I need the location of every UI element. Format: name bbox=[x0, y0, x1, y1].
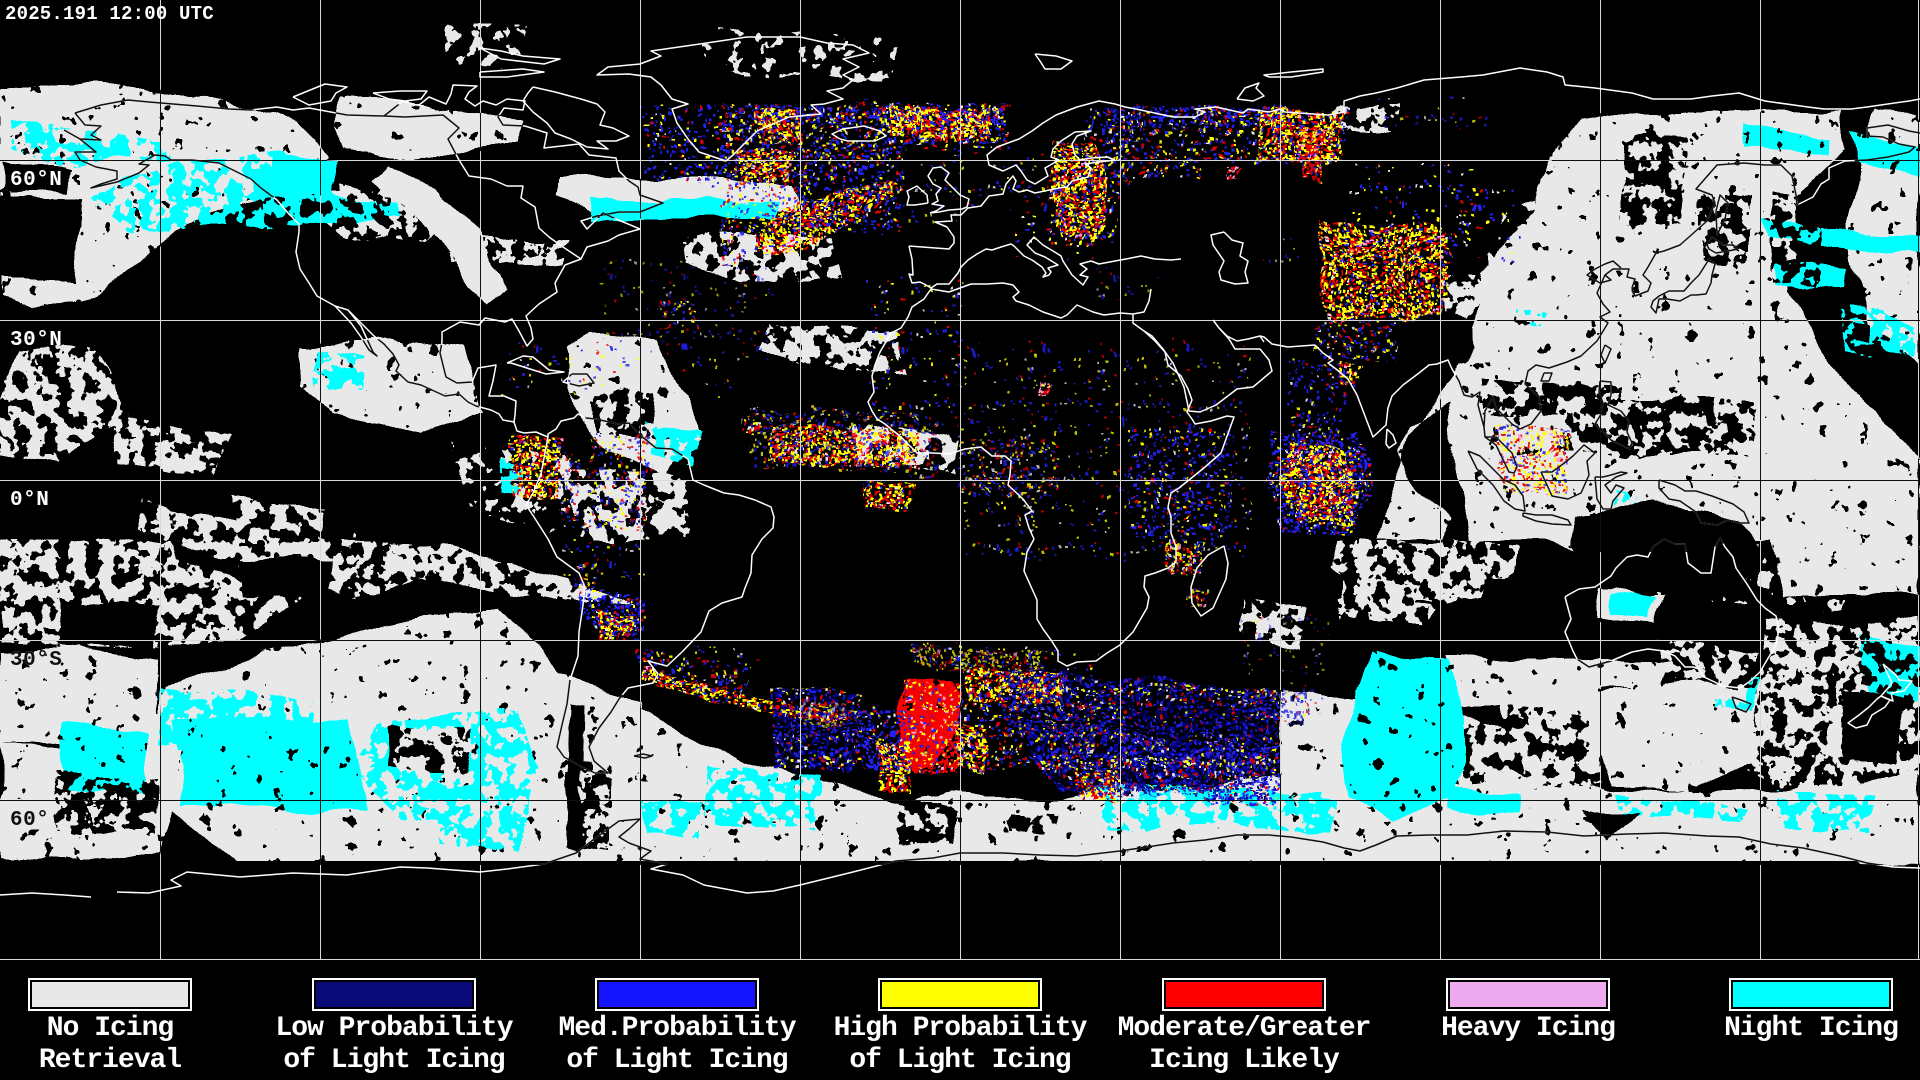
svg-text:Med.Probability: Med.Probability bbox=[558, 1013, 796, 1044]
svg-text:No Icing: No Icing bbox=[47, 1013, 174, 1044]
svg-text:0°N: 0°N bbox=[10, 489, 49, 512]
svg-text:2025.191 12:00 UTC: 2025.191 12:00 UTC bbox=[5, 3, 214, 25]
svg-text:Retrieval: Retrieval bbox=[39, 1045, 181, 1076]
svg-text:30°N: 30°N bbox=[10, 329, 62, 352]
svg-text:Heavy Icing: Heavy Icing bbox=[1441, 1013, 1615, 1044]
svg-text:of Light Icing: of Light Icing bbox=[283, 1045, 504, 1076]
svg-text:30°S: 30°S bbox=[10, 649, 62, 672]
svg-text:Low Probability: Low Probability bbox=[275, 1013, 513, 1044]
svg-text:30°S: 30°S bbox=[10, 649, 62, 672]
svg-text:60°: 60° bbox=[10, 809, 49, 832]
svg-text:Icing Likely: Icing Likely bbox=[1149, 1045, 1340, 1076]
svg-text:60°N: 60°N bbox=[10, 169, 62, 192]
svg-text:of Light Icing: of Light Icing bbox=[849, 1045, 1070, 1076]
svg-text:High Probability: High Probability bbox=[834, 1013, 1088, 1044]
svg-text:60°: 60° bbox=[10, 809, 49, 832]
svg-text:Moderate/Greater: Moderate/Greater bbox=[1118, 1013, 1371, 1044]
svg-text:Night Icing: Night Icing bbox=[1724, 1013, 1898, 1044]
svg-text:of Light Icing: of Light Icing bbox=[566, 1045, 787, 1076]
